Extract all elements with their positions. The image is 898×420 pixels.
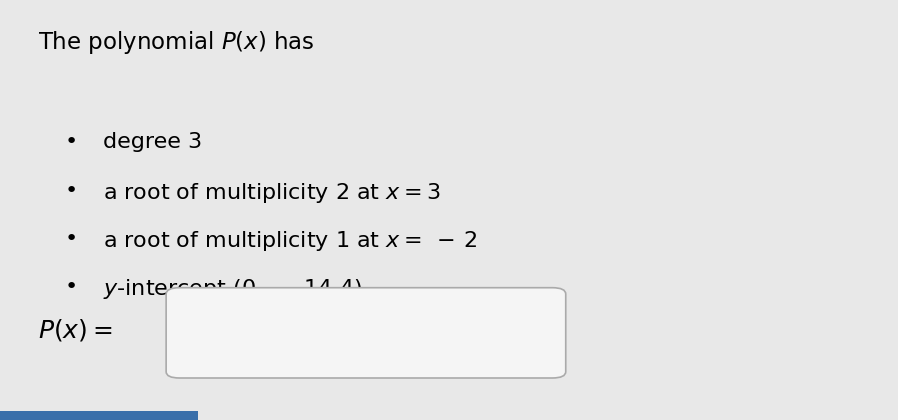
- Bar: [0, 411, 198, 420]
- Text: The polynomial $P(x)$ has: The polynomial $P(x)$ has: [38, 29, 314, 56]
- Text: $P(x) =$: $P(x) =$: [38, 317, 112, 343]
- Text: •: •: [65, 181, 78, 201]
- Text: a root of multiplicity 1 at $x =\;-\,2$: a root of multiplicity 1 at $x =\;-\,2$: [103, 229, 478, 253]
- Text: $y$-intercept $(0,\;-\,14.4)$: $y$-intercept $(0,\;-\,14.4)$: [103, 277, 362, 301]
- Text: degree 3: degree 3: [103, 132, 202, 152]
- Text: •: •: [65, 229, 78, 249]
- FancyBboxPatch shape: [166, 288, 566, 378]
- Text: •: •: [65, 132, 78, 152]
- Text: a root of multiplicity 2 at $x = 3$: a root of multiplicity 2 at $x = 3$: [103, 181, 441, 205]
- Text: •: •: [65, 277, 78, 297]
